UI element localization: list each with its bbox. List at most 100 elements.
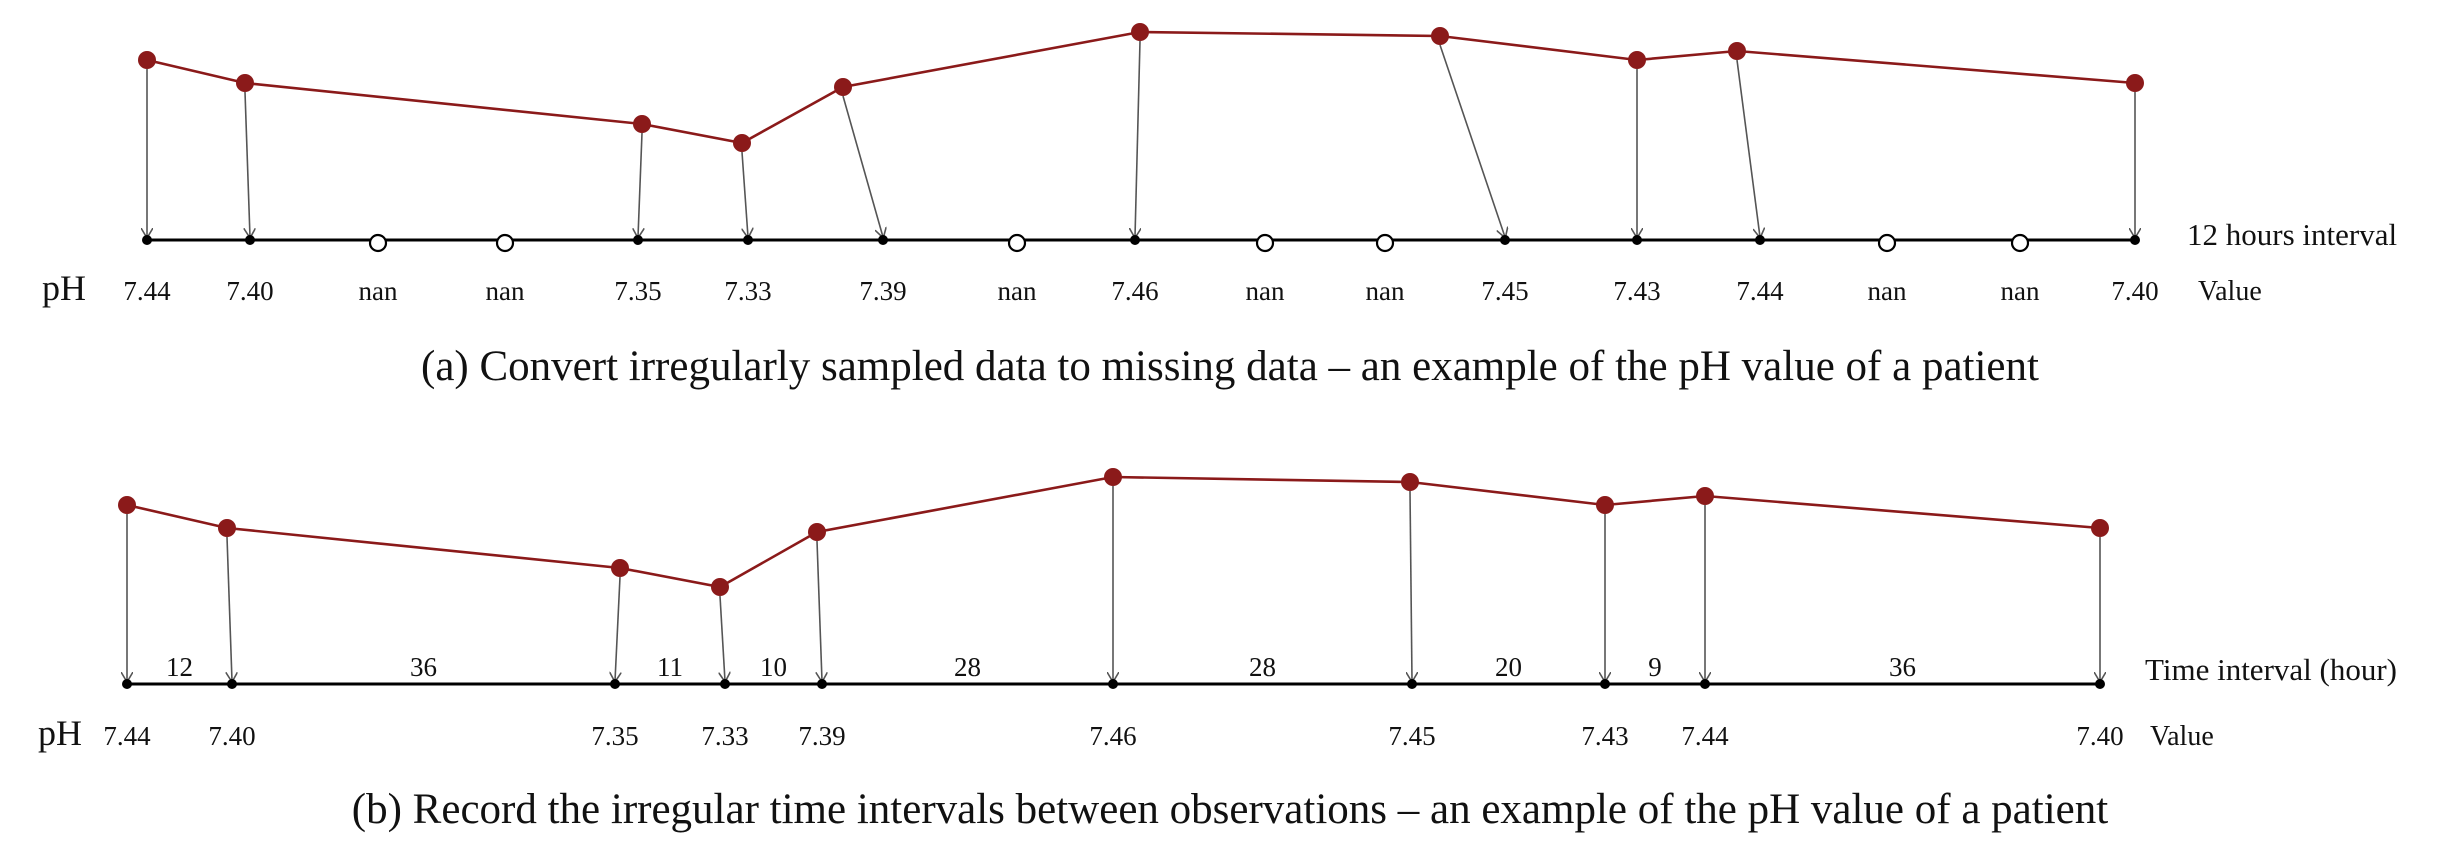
panel-a-nan-label: nan [1246, 276, 1285, 306]
panel-a-value-labels: 7.44 7.40 nan nan 7.35 7.33 7.39 nan 7.46 nan nan 7… [123, 276, 2158, 306]
panel-b-interval-label: 36 [410, 652, 437, 682]
panel-b-value-label-item: 7.39 [798, 721, 845, 751]
panel-b-observed-marker [1600, 679, 1610, 689]
panel-b-value-labels: 7.44 7.40 7.35 7.33 7.39 7.46 7.45 7.43 7.44 7.40 [103, 721, 2123, 751]
panel-a-arrow [1135, 40, 1140, 237]
panel-b-data-point [711, 578, 729, 596]
panel-a-value-label-item: 7.43 [1613, 276, 1660, 306]
panel-b-data-point [2091, 519, 2109, 537]
panel-b-value-label-item: 7.43 [1581, 721, 1628, 751]
panel-a-value-label-item: 7.44 [1736, 276, 1784, 306]
panel-a-observed-marker [1130, 235, 1140, 245]
panel-a-data-point [733, 134, 751, 152]
panel-a-nan-label: nan [486, 276, 525, 306]
panel-b-value-label-item: 7.45 [1388, 721, 1435, 751]
panel-b-observed-marker [122, 679, 132, 689]
panel-a: 7.44 7.40 nan nan 7.35 7.33 7.39 nan 7.46 nan nan 7… [42, 23, 2397, 390]
panel-b-data-point [611, 559, 629, 577]
panel-b-observed-marker [1700, 679, 1710, 689]
panel-a-caption: (a) Convert irregularly sampled data to … [421, 343, 2039, 390]
panel-b-interval-label: 28 [954, 652, 981, 682]
panel-b-value-label: Value [2150, 721, 2214, 752]
panel-a-value-label-item: 7.35 [614, 276, 661, 306]
panel-a-observed-marker [245, 235, 255, 245]
panel-b-observed-marker [1407, 679, 1417, 689]
panel-a-data-point [138, 51, 156, 69]
panel-a-nan-label: nan [1868, 276, 1907, 306]
panel-a-nan-label: nan [998, 276, 1037, 306]
panel-b-interval-label: 9 [1648, 652, 1662, 682]
panel-a-value-label-item: 7.39 [859, 276, 906, 306]
panel-a-arrow [245, 91, 250, 237]
panel-b-arrow [720, 595, 725, 681]
panel-b-observed-marker [720, 679, 730, 689]
panel-b-interval-labels: 12 36 11 10 28 28 20 9 36 [166, 652, 1916, 682]
panel-a-data-point [1131, 23, 1149, 41]
panel-a-axis-label: 12 hours interval [2187, 217, 2397, 252]
panel-a-ticks [142, 233, 2140, 253]
panel-a-data-point [834, 78, 852, 96]
panel-a-observed-marker [2130, 235, 2140, 245]
panel-b-interval-label: 10 [760, 652, 787, 682]
panel-a-observed-marker [743, 235, 753, 245]
panel-a-missing-marker [2010, 233, 2030, 253]
panel-b-arrow [817, 540, 822, 681]
panel-a-arrow [1736, 59, 1760, 237]
panel-b-series-line [126, 475, 2101, 589]
panel-a-missing-marker [1255, 233, 1275, 253]
panel-b-interval-label: 36 [1889, 652, 1916, 682]
panel-a-series-line [146, 30, 2136, 145]
panel-b-series [118, 468, 2109, 596]
panel-a-series [138, 23, 2144, 152]
panel-b-value-label-item: 7.40 [208, 721, 255, 751]
panel-b-arrow [615, 576, 620, 681]
panel-a-arrow [741, 151, 748, 237]
panel-a-data-point [633, 115, 651, 133]
panel-a-observed-marker [1755, 235, 1765, 245]
panel-a-arrow [1439, 44, 1505, 237]
panel-a-data-point [236, 74, 254, 92]
panel-a-arrows [147, 40, 2135, 237]
panel-a-value-label-item: 7.46 [1111, 276, 1158, 306]
panel-a-value-label-item: 7.40 [2111, 276, 2158, 306]
panel-a-missing-marker [495, 233, 515, 253]
panel-b-value-label-item: 7.35 [591, 721, 638, 751]
panel-b-row-label: pH [38, 713, 82, 753]
panel-a-observed-marker [1500, 235, 1510, 245]
panel-a-value-label-item: 7.40 [226, 276, 273, 306]
panel-b-interval-label: 12 [166, 652, 193, 682]
panel-b-value-label-item: 7.40 [2076, 721, 2123, 751]
panel-b-arrows [127, 486, 2100, 681]
panel-b-interval-label: 11 [657, 652, 683, 682]
panel-b-data-point [1696, 487, 1714, 505]
panel-b-data-point [808, 523, 826, 541]
panel-a-data-point [1728, 42, 1746, 60]
panel-b-observed-marker [227, 679, 237, 689]
panel-a-missing-marker [368, 233, 388, 253]
panel-b-value-label-item: 7.33 [701, 721, 748, 751]
panel-a-value-label-item: 7.33 [724, 276, 771, 306]
panel-b-arrow [227, 536, 232, 681]
panel-a-observed-marker [142, 235, 152, 245]
panel-b-caption: (b) Record the irregular time intervals … [352, 786, 2108, 833]
panel-b-value-label-item: 7.44 [103, 721, 151, 751]
panel-b-data-point [1596, 496, 1614, 514]
panel-a-arrow [638, 132, 642, 237]
panel-b-interval-label: 20 [1495, 652, 1522, 682]
panel-b-value-label-item: 7.46 [1089, 721, 1136, 751]
panel-a-data-point [1628, 51, 1646, 69]
panel-a-nan-label: nan [359, 276, 398, 306]
panel-a-observed-marker [878, 235, 888, 245]
panel-a-value-label-item: 7.45 [1481, 276, 1528, 306]
panel-a-arrow [842, 95, 883, 237]
panel-a-row-label: pH [42, 268, 86, 308]
panel-a-observed-marker [1632, 235, 1642, 245]
panel-a-missing-marker [1877, 233, 1897, 253]
panel-a-missing-marker [1007, 233, 1027, 253]
panel-a-value-label: Value [2198, 276, 2262, 307]
panel-b-axis-label: Time interval (hour) [2145, 652, 2397, 687]
panel-b-observed-marker [2095, 679, 2105, 689]
panel-b-value-label-item: 7.44 [1681, 721, 1729, 751]
panel-b-data-point [118, 496, 136, 514]
panel-b-observed-marker [610, 679, 620, 689]
